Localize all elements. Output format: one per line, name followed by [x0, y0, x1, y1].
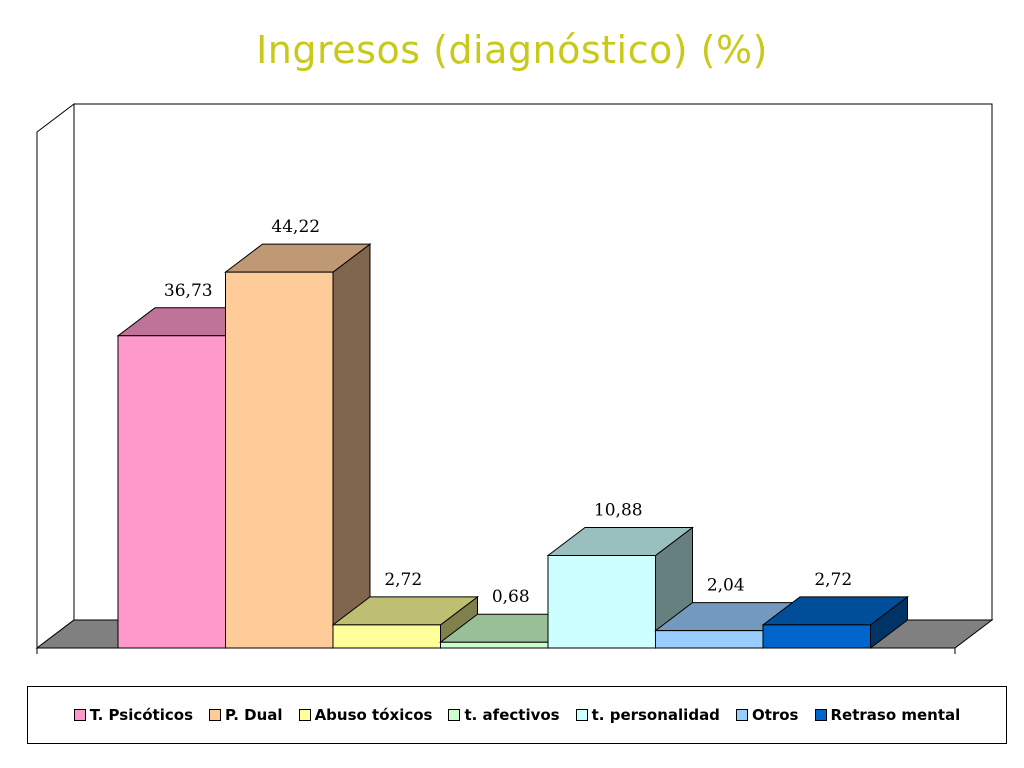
bar-value-label: 44,22 — [271, 217, 320, 237]
legend-item: Otros — [735, 706, 799, 724]
legend-label: Abuso tóxicos — [314, 706, 433, 724]
legend-swatch — [209, 709, 221, 721]
bar-side — [332, 243, 371, 650]
bar-front — [655, 630, 764, 649]
bar-chart-plot: 36,73 44,22 2,72 0,68 10,88 2,04 2,72 — [35, 102, 994, 654]
bar-front — [440, 641, 549, 649]
chart-side-wall — [36, 102, 75, 650]
bar-front — [225, 271, 334, 649]
legend-swatch — [448, 709, 461, 721]
chart-title: Ingresos (diagnóstico) (%) — [256, 28, 768, 72]
legend-swatch — [73, 709, 86, 721]
legend-item: Abuso tóxicos — [298, 706, 433, 724]
bar-front — [332, 624, 441, 649]
bar-value-label: 36,73 — [164, 281, 213, 301]
bar-front — [762, 624, 871, 649]
legend-item: P. Dual — [209, 706, 283, 724]
bar-front — [547, 555, 656, 649]
bar-value-label: 0,68 — [492, 587, 530, 607]
legend-swatch — [814, 709, 827, 721]
legend-swatch — [298, 709, 311, 721]
bar-front — [117, 335, 226, 649]
legend-item: T. Psicóticos — [73, 706, 193, 724]
bars-group — [116, 243, 909, 650]
bar-value-label: 2,72 — [384, 570, 422, 590]
legend-label: P. Dual — [225, 706, 283, 724]
legend-swatch — [735, 709, 748, 721]
bar-value-label: 2,72 — [814, 570, 852, 590]
legend-item: t. personalidad — [575, 706, 720, 724]
value-labels-group: 36,73 44,22 2,72 0,68 10,88 2,04 2,72 — [164, 217, 852, 607]
legend-label: T. Psicóticos — [89, 706, 193, 724]
legend-label: t. afectivos — [464, 706, 560, 724]
legend: T. Psicóticos P. Dual Abuso tóxicos t. afec… — [27, 686, 1007, 744]
legend-swatch — [575, 709, 588, 721]
bar-value-label: 10,88 — [594, 501, 643, 521]
legend-label: Retraso mental — [830, 706, 961, 724]
legend-label: Otros — [751, 706, 799, 724]
legend-item: t. afectivos — [448, 706, 560, 724]
legend-label: t. personalidad — [591, 706, 720, 724]
legend-item: Retraso mental — [814, 706, 961, 724]
bar-value-label: 2,04 — [707, 576, 745, 596]
